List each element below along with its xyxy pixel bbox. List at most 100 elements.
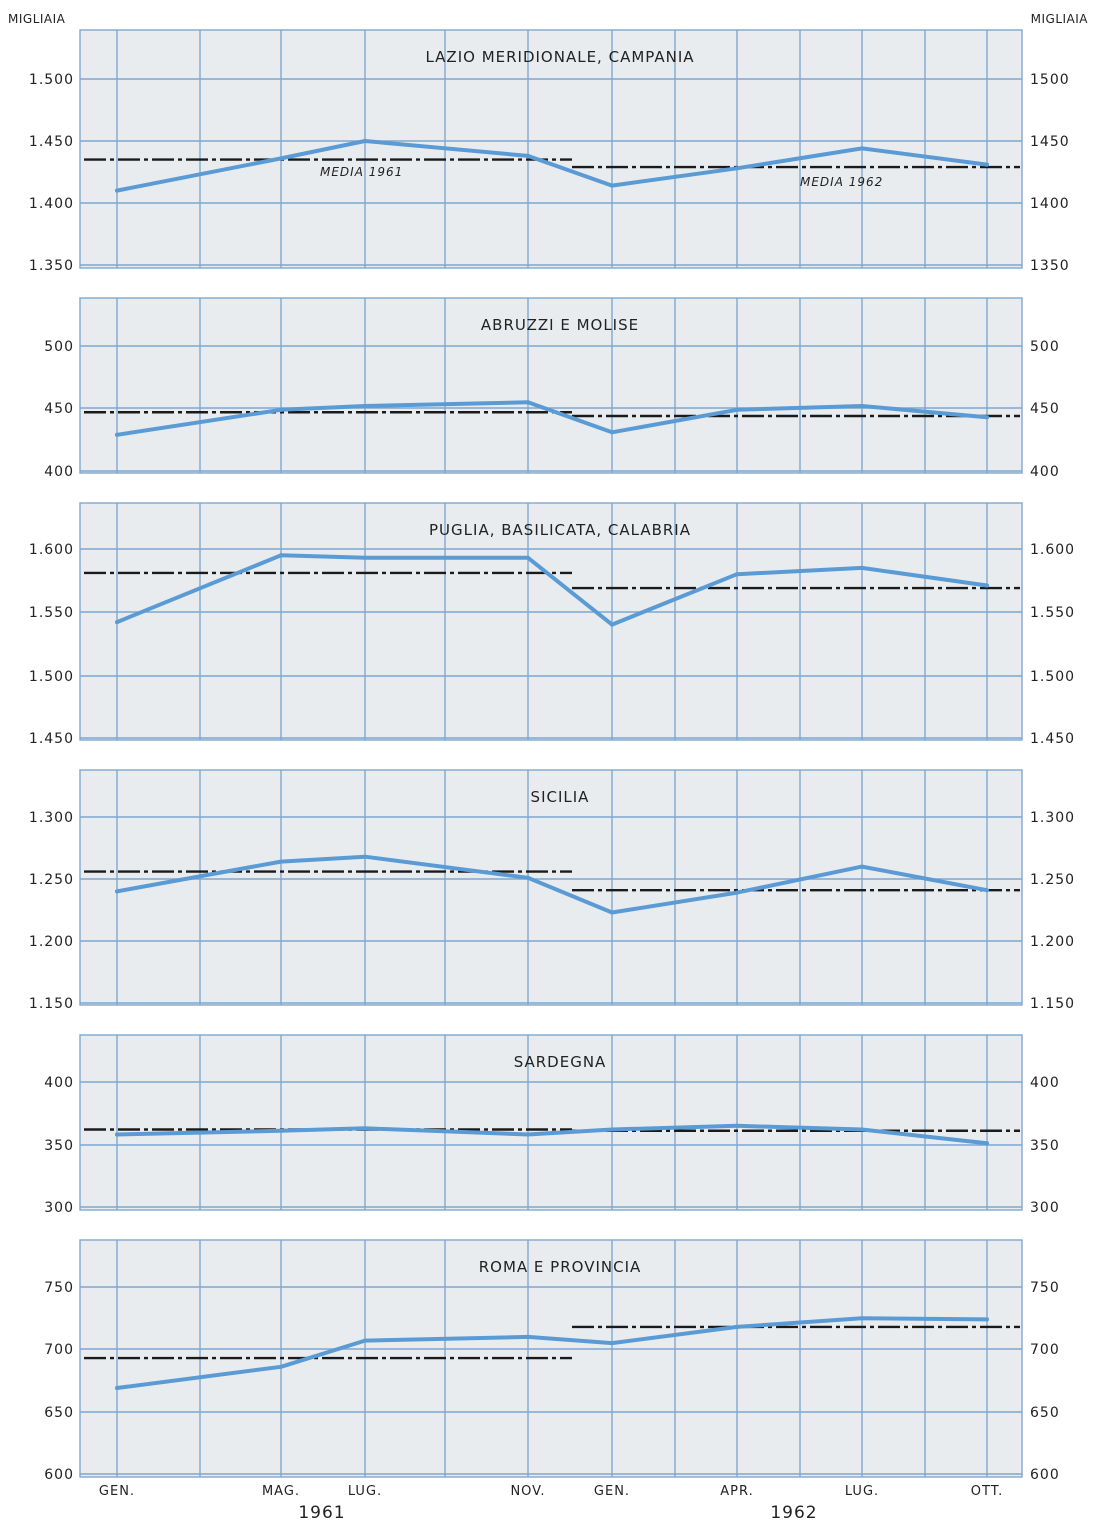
- series-point: [526, 875, 530, 880]
- y-tick-label-right: 1.600: [1030, 542, 1075, 558]
- y-tick-label-right: 1.200: [1030, 934, 1075, 950]
- panel-background: [80, 503, 1022, 740]
- panel-3: 1.600 1.550 1.500 1.450 1.600 1.550 1.500 1.450…: [29, 502, 1075, 747]
- series-point: [860, 1316, 864, 1321]
- series-point: [363, 854, 367, 859]
- series-point: [610, 622, 614, 627]
- y-tick-label-right: 1400: [1030, 196, 1070, 212]
- series-point: [735, 890, 739, 895]
- panel-frame: [79, 1239, 1023, 1478]
- series-point: [860, 404, 864, 408]
- panel-frame: [79, 769, 1023, 1006]
- series-point: [735, 572, 739, 577]
- series-point: [985, 583, 989, 588]
- series-point: [115, 1386, 119, 1390]
- y-tick-label-left: 750: [44, 1280, 74, 1296]
- y-tick-label-left: 1.450: [29, 731, 74, 747]
- y-tick-label-right: 1450: [1030, 134, 1070, 150]
- series-point: [985, 415, 989, 420]
- series-point: [610, 910, 614, 915]
- series-point: [115, 432, 119, 437]
- y-tick-label-left: 450: [44, 401, 74, 417]
- y-tick-label-right: 1.150: [1030, 996, 1075, 1012]
- panel-4: 1.300 1.250 1.200 1.150 1.300 1.250 1.200 1.150…: [29, 769, 1075, 1012]
- y-tick-label-left: 700: [44, 1342, 74, 1358]
- x-tick-label: APR.: [720, 1484, 753, 1499]
- panel-frame: [79, 1034, 1023, 1211]
- x-tick-label: GEN.: [99, 1484, 135, 1499]
- series-point: [279, 1364, 283, 1369]
- y-tick-label-left: 1.500: [29, 72, 74, 88]
- mean-label: MEDIA 1962: [800, 175, 883, 189]
- y-tick-label-right: 1.300: [1030, 810, 1075, 826]
- unit-right-label: MIGLIAIA: [1031, 12, 1089, 26]
- y-tick-label-left: 300: [44, 1200, 74, 1216]
- series-point: [115, 188, 119, 193]
- y-tick-label-right: 1350: [1030, 258, 1070, 274]
- y-tick-label-left: 1.500: [29, 669, 74, 685]
- series-line: [115, 139, 989, 193]
- y-tick-label-left: 1.200: [29, 934, 74, 950]
- series-point: [860, 864, 864, 869]
- y-tick-label-left: 1.250: [29, 872, 74, 888]
- y-tick-label-right: 1.500: [1030, 669, 1075, 685]
- y-tick-label-right: 600: [1030, 1467, 1060, 1483]
- panel-5: 400 350 300 400 350 300 SARDEGNA: [44, 1034, 1060, 1216]
- y-tick-label-left: 1.600: [29, 542, 74, 558]
- y-tick-label-right: 350: [1030, 1138, 1060, 1154]
- panel-frame: [79, 502, 1023, 741]
- series-point: [279, 1128, 283, 1133]
- x-tick-label: MAG.: [262, 1484, 300, 1499]
- panel-title: SARDEGNA: [514, 1053, 607, 1071]
- panel-2: 500 450 400 500 450 400 ABRUZZI E MOLISE: [44, 297, 1060, 480]
- panel-frame: [79, 29, 1023, 269]
- series-point: [526, 153, 530, 158]
- series-point: [985, 162, 989, 167]
- y-tick-label-left: 400: [44, 1075, 74, 1091]
- mean-label: MEDIA 1961: [320, 165, 403, 179]
- series-point: [985, 1141, 989, 1146]
- x-tick-label: LUG.: [348, 1484, 382, 1499]
- panel-background: [80, 1035, 1022, 1210]
- series-point: [985, 888, 989, 893]
- series-line: [115, 553, 989, 627]
- panel-title: PUGLIA, BASILICATA, CALABRIA: [429, 521, 691, 539]
- x-axis: GEN. MAG. LUG. NOV. GEN. APR. LUG. OTT. 1961 1962: [99, 1484, 1002, 1522]
- x-tick-label: GEN.: [594, 1484, 630, 1499]
- x-tick-label: LUG.: [845, 1484, 879, 1499]
- series-point: [363, 1338, 367, 1343]
- panel-title: LAZIO MERIDIONALE, CAMPANIA: [425, 48, 694, 66]
- series-point: [363, 555, 367, 560]
- y-tick-label-left: 1.150: [29, 996, 74, 1012]
- unit-left-label: MIGLIAIA: [8, 12, 66, 26]
- y-tick-label-left: 600: [44, 1467, 74, 1483]
- year-label: 1962: [770, 1503, 817, 1522]
- series-point: [735, 1324, 739, 1329]
- series-point: [115, 1132, 119, 1137]
- panel-title: ROMA E PROVINCIA: [479, 1258, 642, 1276]
- y-tick-label-right: 450: [1030, 401, 1060, 417]
- series-line: [115, 1123, 989, 1146]
- series-point: [279, 156, 283, 161]
- series-line: [115, 1316, 989, 1390]
- year-label: 1961: [298, 1503, 345, 1522]
- y-tick-label-right: 750: [1030, 1280, 1060, 1296]
- y-tick-label-right: 1.250: [1030, 872, 1075, 888]
- series-point: [115, 889, 119, 894]
- series-point: [735, 166, 739, 171]
- y-tick-label-right: 650: [1030, 1405, 1060, 1421]
- y-tick-label-right: 1500: [1030, 72, 1070, 88]
- series-point: [610, 1341, 614, 1346]
- y-tick-label-left: 500: [44, 339, 74, 355]
- y-tick-label-left: 1.450: [29, 134, 74, 150]
- y-tick-label-left: 1.300: [29, 810, 74, 826]
- y-tick-label-right: 300: [1030, 1200, 1060, 1216]
- series-point: [610, 1127, 614, 1132]
- panel-6: 750 700 650 600 750 700 650 600 ROMA E PROVINCIA: [44, 1239, 1060, 1483]
- y-tick-label-right: 400: [1030, 464, 1060, 480]
- series-point: [526, 1334, 530, 1339]
- panel-title: ABRUZZI E MOLISE: [481, 316, 639, 334]
- y-tick-label-left: 400: [44, 464, 74, 480]
- series-point: [985, 1317, 989, 1322]
